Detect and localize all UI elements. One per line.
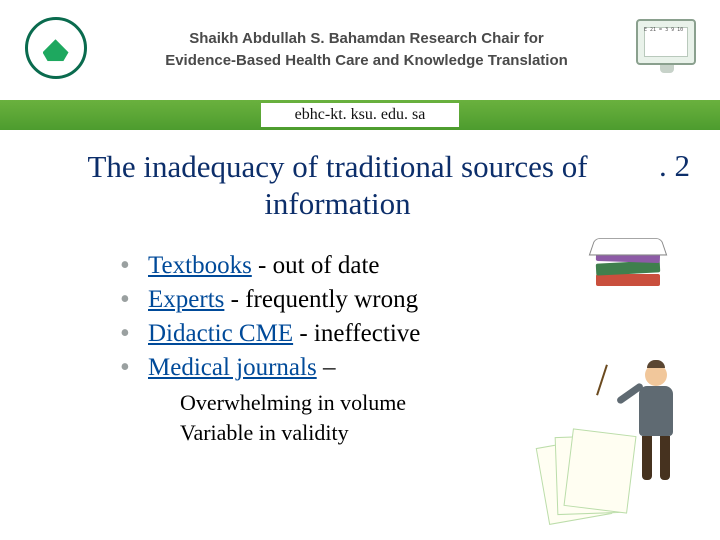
teacher-figure-icon xyxy=(622,364,690,494)
computer-illustration: E 21 = 3 9 10 xyxy=(630,15,710,85)
pointer-stick-icon xyxy=(596,364,608,395)
site-url: ebhc-kt. ksu. edu. sa xyxy=(261,103,460,127)
list-item: Didactic CME - ineffective xyxy=(120,320,690,348)
slide-title: The inadequacy of traditional sources of… xyxy=(30,148,645,222)
title-line1: The inadequacy of traditional sources of xyxy=(87,149,587,184)
tail-textbooks: - out of date xyxy=(252,252,380,279)
slide-number: . 2 xyxy=(659,148,690,184)
term-didactic-cme: Didactic CME xyxy=(148,320,293,347)
monitor-screen-text: E 21 = 3 9 10 xyxy=(644,27,683,33)
chair-title-line2: Evidence-Based Health Care and Knowledge… xyxy=(165,52,568,69)
tail-medical-journals: – xyxy=(317,354,336,381)
logo-circle-icon xyxy=(25,17,87,79)
books-clipart-icon xyxy=(590,240,670,300)
title-row: The inadequacy of traditional sources of… xyxy=(30,148,690,222)
monitor-icon xyxy=(636,19,696,65)
chair-title-line1: Shaikh Abdullah S. Bahamdan Research Cha… xyxy=(189,30,544,47)
book-red-icon xyxy=(596,274,660,286)
monitor-stand-icon xyxy=(660,65,674,73)
title-line2: information xyxy=(264,186,410,221)
slide-header: Shaikh Abdullah S. Bahamdan Research Cha… xyxy=(0,0,720,100)
paper-stack-icon xyxy=(542,432,632,506)
term-medical-journals: Medical journals xyxy=(148,354,317,381)
chair-title: Shaikh Abdullah S. Bahamdan Research Cha… xyxy=(103,28,630,72)
url-bar: ebhc-kt. ksu. edu. sa xyxy=(0,100,720,130)
org-logo xyxy=(8,3,103,98)
teacher-papers-clipart-icon xyxy=(546,360,696,510)
open-book-icon xyxy=(589,238,668,255)
tail-experts: - frequently wrong xyxy=(224,286,418,313)
term-textbooks: Textbooks xyxy=(148,252,252,279)
tail-didactic-cme: - ineffective xyxy=(293,320,420,347)
term-experts: Experts xyxy=(148,286,224,313)
